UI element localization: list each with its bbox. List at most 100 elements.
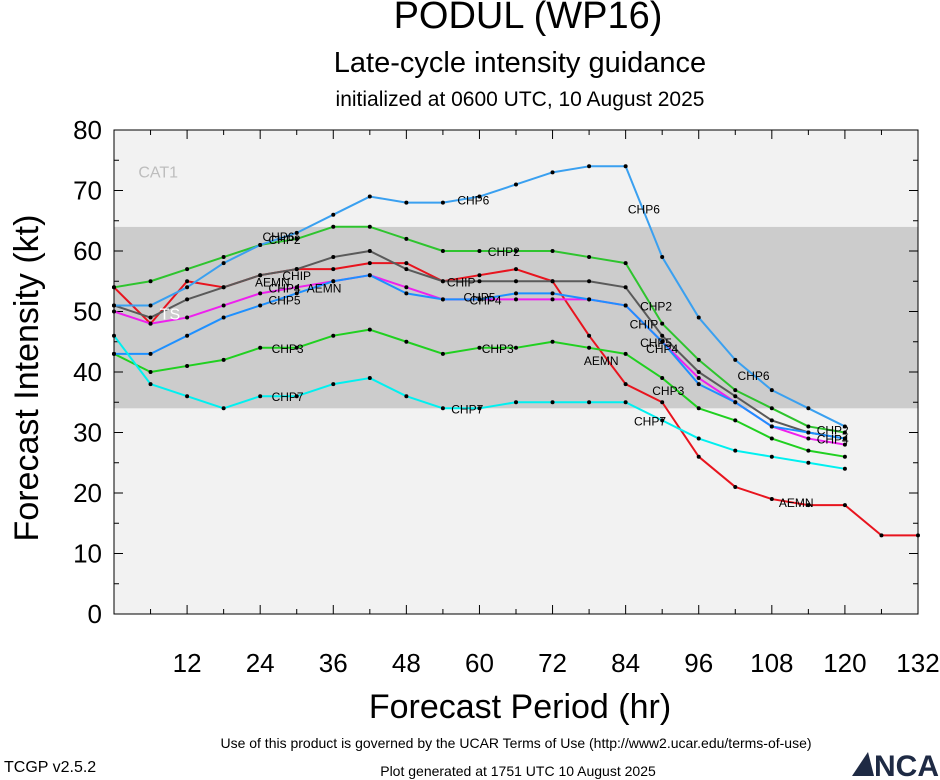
- data-point-chp6: [514, 182, 518, 187]
- data-point-chp4: [258, 291, 263, 296]
- data-point-chp6: [550, 170, 555, 175]
- data-point-chp3: [660, 376, 665, 381]
- data-point-aemn: [185, 279, 190, 284]
- data-point-chp5: [660, 339, 665, 344]
- series-label: AEMN: [779, 496, 814, 510]
- data-point-aemn: [733, 484, 738, 489]
- data-point-chp7: [331, 382, 336, 387]
- terms-of-use-text: Use of this product is governed by the U…: [220, 735, 811, 751]
- data-point-chp4: [842, 442, 847, 447]
- y-tick-label: 30: [73, 418, 102, 448]
- data-point-chp2: [148, 279, 153, 284]
- series-label: CHP2: [640, 299, 672, 313]
- data-point-chip: [733, 394, 738, 399]
- y-tick-label: 10: [73, 539, 102, 569]
- y-tick-label: 80: [73, 115, 102, 145]
- x-tick-label: 120: [823, 648, 866, 678]
- data-point-aemn: [916, 533, 920, 538]
- data-point-chp4: [185, 315, 190, 320]
- band-label-cat1: CAT1: [138, 164, 178, 181]
- data-point-chp7: [769, 454, 774, 459]
- series-label: CHP3: [652, 384, 684, 398]
- data-point-chip: [185, 297, 190, 302]
- y-tick-label: 50: [73, 297, 102, 327]
- data-point-chp5: [294, 291, 299, 296]
- series-label: CHP4: [470, 293, 502, 307]
- data-point-chp3: [404, 339, 409, 344]
- data-point-chp6: [769, 388, 774, 393]
- data-point-chp3: [258, 345, 263, 350]
- data-point-chip: [258, 273, 263, 278]
- data-point-chp4: [221, 303, 226, 308]
- data-point-chp2: [514, 249, 518, 253]
- ncar-logo-mark: [852, 752, 874, 776]
- series-label: CHP7: [634, 414, 666, 428]
- data-point-chp3: [696, 406, 701, 411]
- data-point-chip: [148, 315, 153, 320]
- data-point-chp5: [696, 382, 701, 387]
- data-point-chp4: [696, 376, 701, 381]
- series-label: AEMN: [307, 281, 342, 295]
- data-point-chp2: [696, 357, 701, 362]
- data-point-chp7: [404, 394, 409, 399]
- band-ts: [114, 226, 918, 409]
- data-point-aemn: [660, 400, 665, 405]
- data-point-chp7: [514, 400, 518, 405]
- data-point-chp3: [331, 333, 336, 338]
- data-point-chip: [331, 255, 336, 260]
- data-point-chp5: [331, 279, 336, 284]
- data-point-aemn: [477, 273, 482, 278]
- series-label: CHP5: [269, 293, 301, 307]
- data-point-chp2: [769, 406, 774, 411]
- series-label: CHP4: [269, 281, 301, 295]
- y-tick-label: 0: [88, 599, 102, 629]
- data-point-chip: [221, 285, 226, 290]
- data-point-chp7: [221, 406, 226, 411]
- series-label: CHP3: [482, 342, 514, 356]
- data-point-chp4: [112, 309, 116, 314]
- data-point-chp7: [112, 333, 116, 338]
- data-point-chp5: [806, 430, 811, 435]
- data-point-aemn: [879, 533, 884, 538]
- data-point-chip: [587, 279, 592, 284]
- series-label: CHP4: [646, 342, 678, 356]
- data-point-chp6: [477, 194, 482, 199]
- data-point-chp2: [440, 249, 445, 253]
- data-point-chp6: [587, 164, 592, 169]
- data-point-chip: [514, 279, 518, 284]
- data-point-chp3: [806, 448, 811, 453]
- data-point-chp3: [514, 345, 518, 350]
- series-label: CHP6: [628, 203, 660, 217]
- chart-subtitle: Late-cycle intensity guidance: [334, 47, 706, 79]
- data-point-chp7: [440, 406, 445, 411]
- series-label: CHP2: [488, 245, 520, 259]
- data-point-chp4: [148, 321, 153, 326]
- data-point-aemn: [769, 497, 774, 502]
- data-point-chp4: [514, 297, 518, 302]
- x-axis-label: Forecast Period (hr): [369, 688, 671, 726]
- data-point-chip: [769, 418, 774, 423]
- data-point-chp3: [769, 436, 774, 441]
- series-label: CHIP: [282, 269, 311, 283]
- series-label: CHIP: [447, 275, 476, 289]
- data-point-chp7: [550, 400, 555, 405]
- data-point-chp6: [367, 194, 372, 199]
- data-point-aemn: [331, 267, 336, 272]
- data-point-chp3: [440, 351, 445, 356]
- data-point-chp7: [623, 400, 628, 405]
- data-point-chp6: [404, 200, 409, 205]
- data-point-aemn: [806, 503, 811, 508]
- data-point-chp7: [148, 382, 153, 387]
- data-point-chip: [367, 249, 372, 253]
- data-point-chp7: [587, 400, 592, 405]
- data-point-chp7: [258, 394, 263, 399]
- data-point-chp4: [294, 285, 299, 290]
- data-point-chp6: [331, 212, 336, 217]
- plot-area: 0 10 20 30 40 50 60 70 80 12 24 36 48 60 72 84 96 108 120 1…: [73, 115, 940, 678]
- data-point-aemn: [404, 261, 409, 266]
- data-point-chp6: [806, 406, 811, 411]
- data-point-chp2: [294, 236, 299, 241]
- ncar-logo-text: NCAR: [874, 750, 940, 780]
- data-point-chp7: [806, 460, 811, 465]
